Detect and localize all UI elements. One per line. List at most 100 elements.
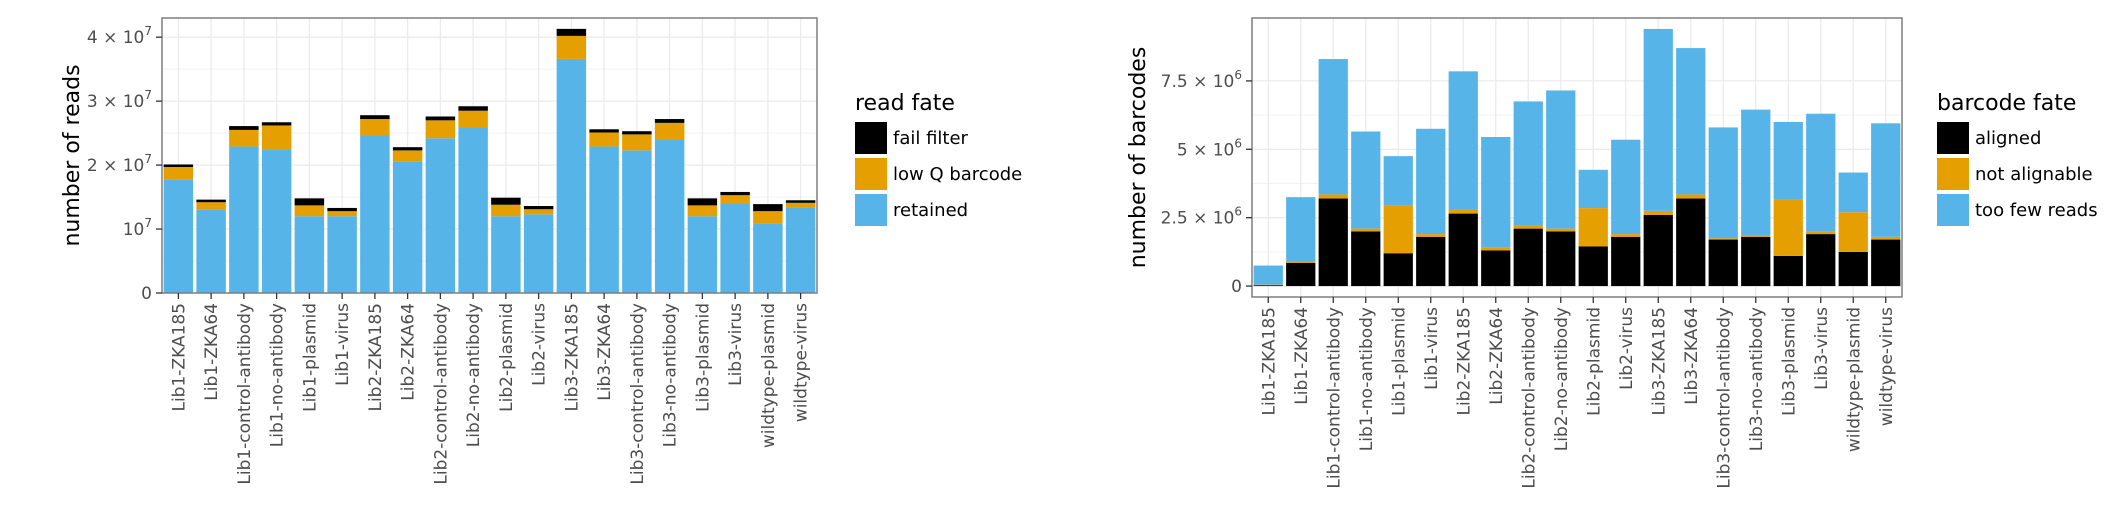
bar-lib2-zka64-low-q-barcode [392,150,423,162]
bar-lib3-zka64-retained [589,146,619,293]
x-tick-label: Lib3-ZKA185 [562,303,582,412]
bar-lib3-zka185-low-q-barcode [556,35,587,59]
bar-lib2-no-antibody-fail-filter [458,106,488,111]
bar-lib2-zka185-too-few-reads [1448,71,1478,210]
legend-label-fail-filter: fail filter [893,128,969,149]
bar-lib1-zka185-not-alignable [1253,284,1283,286]
legend-title: read fate [855,91,955,116]
legend-label-too-few-reads: too few reads [1975,200,2098,221]
x-tick-label: Lib3-ZKA64 [595,303,615,401]
bar-lib3-control-antibody-low-q-barcode [622,134,652,151]
bar-wildtype-virus-too-few-reads [1871,123,1901,237]
bar-lib1-virus-not-alignable [1416,234,1446,237]
plot-panel [1252,18,1902,297]
bar-lib2-control-antibody-retained [425,138,456,293]
legend-label-aligned: aligned [1975,128,2041,149]
bar-lib2-virus-low-q-barcode [523,209,554,215]
bar-lib1-zka64-too-few-reads [1286,197,1316,262]
bar-lib1-no-antibody-low-q-barcode [261,125,292,150]
x-tick-label: Lib3-ZKA185 [1649,307,1669,416]
bar-lib1-plasmid-not-alignable [1383,205,1413,254]
bar-lib1-plasmid-low-q-barcode [294,205,325,217]
bar-wildtype-virus-aligned [1871,239,1901,287]
bar-lib3-no-antibody-too-few-reads [1741,109,1771,236]
y-axis-title: number of barcodes [1126,47,1151,269]
bar-lib1-plasmid-fail-filter [294,198,325,206]
bar-lib1-control-antibody-aligned [1318,198,1348,287]
bar-lib3-virus-too-few-reads [1806,113,1836,232]
x-tick-label: Lib3-control-antibody [1714,307,1734,489]
bar-lib1-plasmid-retained [294,216,325,293]
bar-lib3-virus-aligned [1806,234,1836,287]
bar-lib1-zka185-too-few-reads [1253,265,1283,285]
bar-lib1-zka64-fail-filter [196,199,226,203]
y-tick-label: 2.5 × 106 [1161,205,1242,229]
bar-lib1-virus-too-few-reads [1416,128,1446,235]
x-tick-label: Lib1-no-antibody [1357,307,1377,451]
bar-lib3-zka185-retained [556,58,587,293]
x-tick-label: Lib2-no-antibody [1552,307,1572,451]
y-tick-label: 2 × 107 [87,152,152,176]
bar-lib1-no-antibody-too-few-reads [1351,131,1381,229]
bar-lib3-zka64-too-few-reads [1676,48,1706,195]
bar-lib3-no-antibody-aligned [1741,236,1771,287]
bar-lib1-virus-retained [327,216,357,293]
bar-lib2-zka64-fail-filter [392,147,423,151]
bar-lib3-virus-retained [720,203,750,293]
bar-wildtype-virus-low-q-barcode [785,202,816,208]
x-tick-label: Lib3-no-antibody [1747,307,1767,451]
bar-lib1-zka64-retained [196,209,226,293]
bar-lib2-plasmid-too-few-reads [1578,169,1608,209]
x-tick-label: Lib3-no-antibody [661,303,681,447]
bar-lib1-virus-aligned [1416,236,1446,287]
x-tick-label: Lib1-ZKA185 [1259,307,1279,416]
bar-lib3-plasmid-not-alignable [1773,199,1803,256]
y-tick-label: 4 × 107 [87,24,152,48]
legend-key-fail-filter [855,122,887,154]
x-tick-label: Lib3-virus [1812,307,1832,390]
bar-lib2-zka185-aligned [1448,213,1478,287]
bar-lib2-control-antibody-too-few-reads [1513,101,1543,226]
read-fate-chart: 0 107 2 × 107 3 × 107 4 × 107 Lib1-ZKA185 Lib1… [60,17,1022,485]
barcode-fate-chart: 0 2.5 × 106 5 × 106 7.5 × 106 Lib1-ZKA185 Lib… [1126,17,2098,489]
plot-border [1251,17,1903,298]
x-tick-label: Lib1-plasmid [1389,307,1409,416]
bar-lib2-zka64-aligned [1481,250,1511,287]
bar-lib2-plasmid-retained [491,216,521,293]
bar-lib3-plasmid-too-few-reads [1773,121,1803,200]
x-tick-label: wildtype-plasmid [759,303,779,448]
bar-lib1-plasmid-too-few-reads [1383,156,1413,206]
x-tick-label: Lib2-control-antibody [431,303,451,485]
bar-lib2-no-antibody-not-alignable [1546,228,1576,232]
x-tick-label: wildtype-plasmid [1844,307,1864,452]
bar-lib3-zka185-too-few-reads [1643,28,1673,211]
bar-lib2-virus-not-alignable [1611,234,1641,237]
bar-lib2-zka64-not-alignable [1481,247,1511,251]
x-tick-label: Lib3-control-antibody [628,303,648,485]
bar-lib2-zka185-fail-filter [360,115,390,120]
x-tick-label: Lib2-ZKA64 [399,303,419,401]
bar-lib1-zka185-fail-filter [163,164,194,168]
bar-lib1-control-antibody-retained [229,146,259,293]
legend-key-retained [855,194,887,226]
bar-lib3-control-antibody-fail-filter [622,131,652,135]
legend-label-retained: retained [893,200,968,221]
y-tick-label: 0 [141,284,152,304]
x-tick-label: Lib1-virus [1422,307,1442,390]
legend-key-too-few-reads [1937,194,1969,226]
bar-lib1-zka185-aligned [1253,285,1283,287]
bar-lib1-virus-fail-filter [327,207,357,212]
bar-lib1-plasmid-aligned [1383,253,1413,287]
bar-lib3-plasmid-aligned [1773,255,1803,287]
x-tick-label: Lib1-ZKA185 [169,303,189,412]
bar-wildtype-plasmid-not-alignable [1838,212,1868,252]
bar-lib3-plasmid-retained [687,216,718,293]
bar-lib3-virus-low-q-barcode [720,195,750,204]
bar-lib2-virus-too-few-reads [1611,139,1641,235]
legend-title: barcode fate [1937,91,2076,116]
bar-wildtype-virus-fail-filter [785,200,816,203]
bar-wildtype-plasmid-low-q-barcode [753,211,783,224]
bar-lib2-no-antibody-low-q-barcode [458,110,488,128]
bar-lib1-no-antibody-not-alignable [1351,228,1381,232]
